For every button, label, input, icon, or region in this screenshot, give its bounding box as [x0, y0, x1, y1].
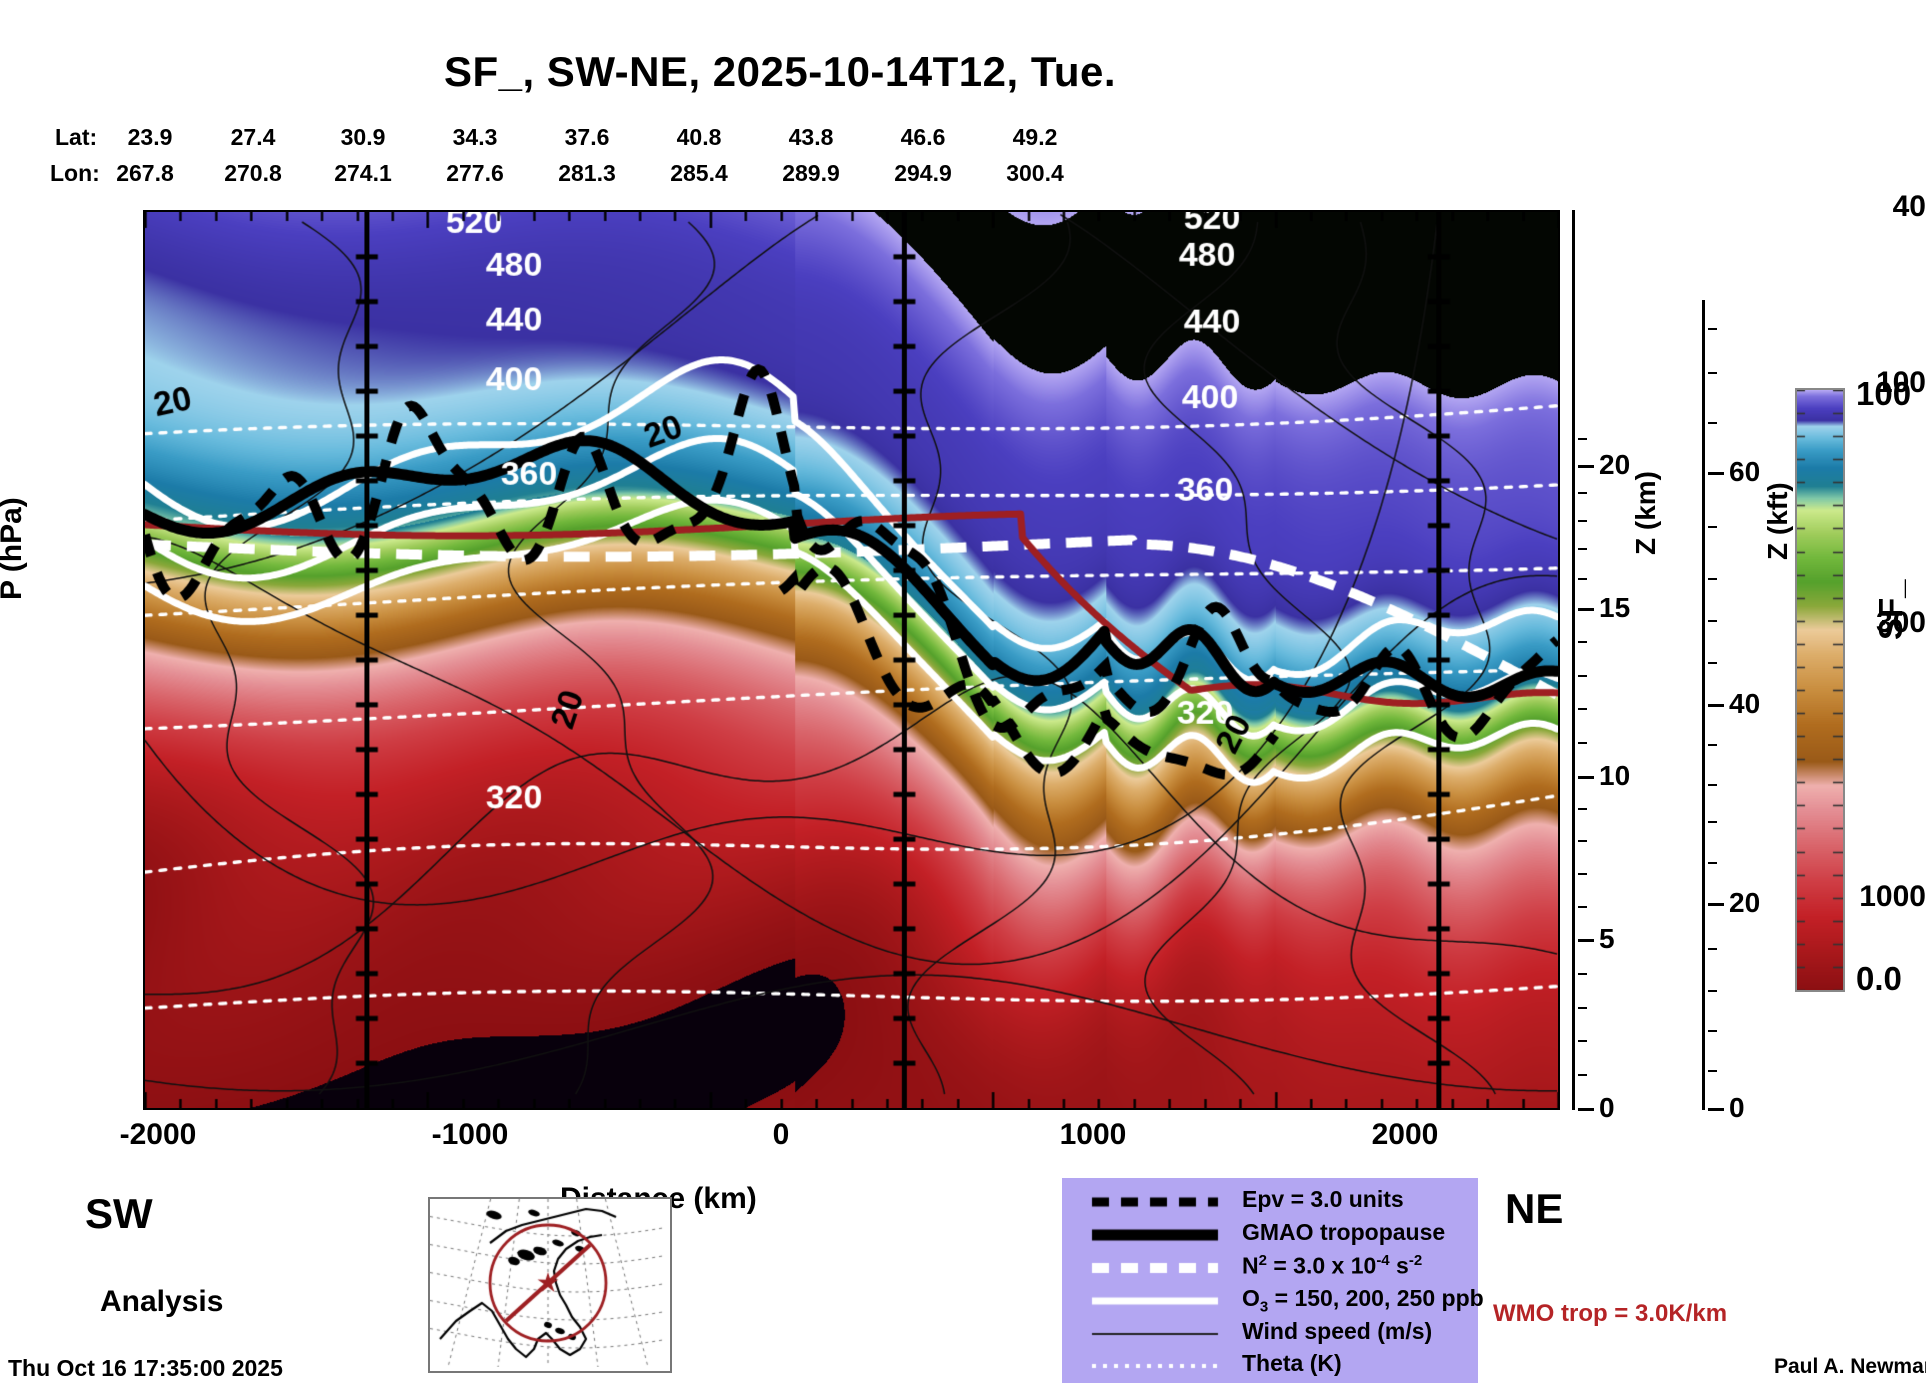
y-tick-1000: 1000 [1859, 880, 1926, 913]
z-km-axis: 0 5 10 15 20 [1572, 210, 1630, 1123]
legend-item: Epv = 3.0 units [1062, 1184, 1478, 1218]
lat-value: 23.9 [127, 124, 173, 150]
lat-value: 34.3 [452, 124, 498, 150]
legend-label-theta: Theta (K) [1242, 1350, 1342, 1376]
contour-field-canvas [145, 212, 1558, 1108]
legend-label-n2: N2 = 3.0 x 10-4 s-2 [1242, 1252, 1423, 1279]
z-km-axis-label: Z (km) [1630, 471, 1661, 555]
x-tick-m2000: -2000 [119, 1118, 197, 1151]
zkm-tick-15: 15 [1599, 592, 1631, 623]
wmo-trop-label: WMO trop = 3.0K/km [1493, 1300, 1728, 1327]
y-tick-40: 40 [1892, 190, 1926, 223]
lon-value: 274.1 [334, 160, 392, 186]
y-tick-100: 100 [1875, 366, 1926, 399]
zkft-tick-60: 60 [1729, 456, 1761, 487]
x-tick-0: 0 [772, 1118, 790, 1151]
colorbar[interactable] [1795, 388, 1845, 992]
lat-value: 27.4 [230, 124, 276, 150]
legend-item: Wind speed (m/s) [1062, 1316, 1478, 1350]
lon-value: 289.9 [782, 160, 840, 186]
x-tick-1000: 1000 [1059, 1118, 1127, 1151]
colorbar-gradient [1797, 390, 1843, 990]
y-tick-300: 300 [1875, 606, 1926, 639]
legend-sample-n2 [1090, 1250, 1220, 1284]
cross-section-plot[interactable] [143, 210, 1560, 1110]
lat-value: 37.6 [564, 124, 610, 150]
legend-item: GMAO tropopause [1062, 1217, 1478, 1251]
lat-value: 40.8 [676, 124, 722, 150]
lon-value: 267.8 [116, 160, 174, 186]
legend-sample-theta [1090, 1348, 1220, 1382]
colorbar-min-label: 0.0 [1856, 960, 1902, 997]
lat-value: 46.6 [900, 124, 946, 150]
legend-item: Theta (K) [1062, 1348, 1478, 1382]
inset-map-canvas [430, 1199, 666, 1367]
legend-label-tropopause: GMAO tropopause [1242, 1219, 1446, 1245]
y-axis-label: P (hPa) [0, 497, 28, 600]
zkm-tick-0: 0 [1599, 1092, 1615, 1123]
legend-sample-tropopause [1090, 1217, 1220, 1251]
sw-endpoint-label: SW [85, 1190, 153, 1237]
zkft-tick-0: 0 [1729, 1092, 1745, 1123]
page-title: SF_, SW-NE, 2025-10-14T12, Tue. [443, 48, 1117, 95]
timestamp-label: Thu Oct 16 17:35:00 2025 [8, 1355, 283, 1381]
lon-value: 285.4 [670, 160, 728, 186]
inset-location-map[interactable] [428, 1197, 672, 1373]
zkft-tick-20: 20 [1729, 887, 1761, 918]
legend-sample-wind [1090, 1316, 1220, 1350]
lon-value: 281.3 [558, 160, 616, 186]
lon-value: 294.9 [894, 160, 952, 186]
zkm-tick-5: 5 [1599, 923, 1615, 954]
latitude-row: Lat: 23.9 27.4 30.9 34.3 37.6 40.8 43.8 … [0, 124, 1300, 154]
legend-label-epv: Epv = 3.0 units [1242, 1186, 1404, 1212]
legend-label-ozone: O3 = 150, 200, 250 ppb [1242, 1285, 1484, 1316]
lon-value: 270.8 [224, 160, 282, 186]
lon-label: Lon: [50, 160, 100, 186]
colorbar-max-label: 100 [1856, 375, 1912, 412]
ne-endpoint-label: NE [1505, 1185, 1564, 1232]
legend-sample-ozone [1090, 1283, 1220, 1317]
legend-item: N2 = 3.0 x 10-4 s-2 [1062, 1250, 1478, 1284]
longitude-row: Lon: 267.8 270.8 274.1 277.6 281.3 285.4… [0, 160, 1300, 190]
zkft-tick-40: 40 [1729, 688, 1761, 719]
lat-label: Lat: [55, 124, 98, 150]
analysis-label: Analysis [100, 1285, 224, 1318]
zkm-tick-20: 20 [1599, 449, 1631, 480]
lon-value: 300.4 [1006, 160, 1064, 186]
z-kft-axis: 0 20 40 60 [1702, 300, 1760, 1123]
lon-value: 277.6 [446, 160, 504, 186]
x-tick-m1000: -1000 [431, 1118, 509, 1151]
lat-value: 49.2 [1012, 124, 1058, 150]
z-kft-axis-label: Z (kft) [1762, 482, 1793, 560]
lat-value: 30.9 [340, 124, 386, 150]
zkm-tick-10: 10 [1599, 760, 1631, 791]
lat-value: 43.8 [788, 124, 834, 150]
legend-sample-epv [1090, 1184, 1220, 1218]
legend-label-wind: Wind speed (m/s) [1242, 1318, 1433, 1344]
legend-box: Epv = 3.0 units GMAO tropopause N2 = 3.0… [1062, 1178, 1484, 1383]
x-tick-2000: 2000 [1371, 1118, 1439, 1151]
legend-item: O3 = 150, 200, 250 ppb [1062, 1283, 1484, 1317]
credit-label: Paul A. Newman (NASA [1774, 1355, 1926, 1378]
colorbar-title: SF_ [1872, 579, 1909, 640]
